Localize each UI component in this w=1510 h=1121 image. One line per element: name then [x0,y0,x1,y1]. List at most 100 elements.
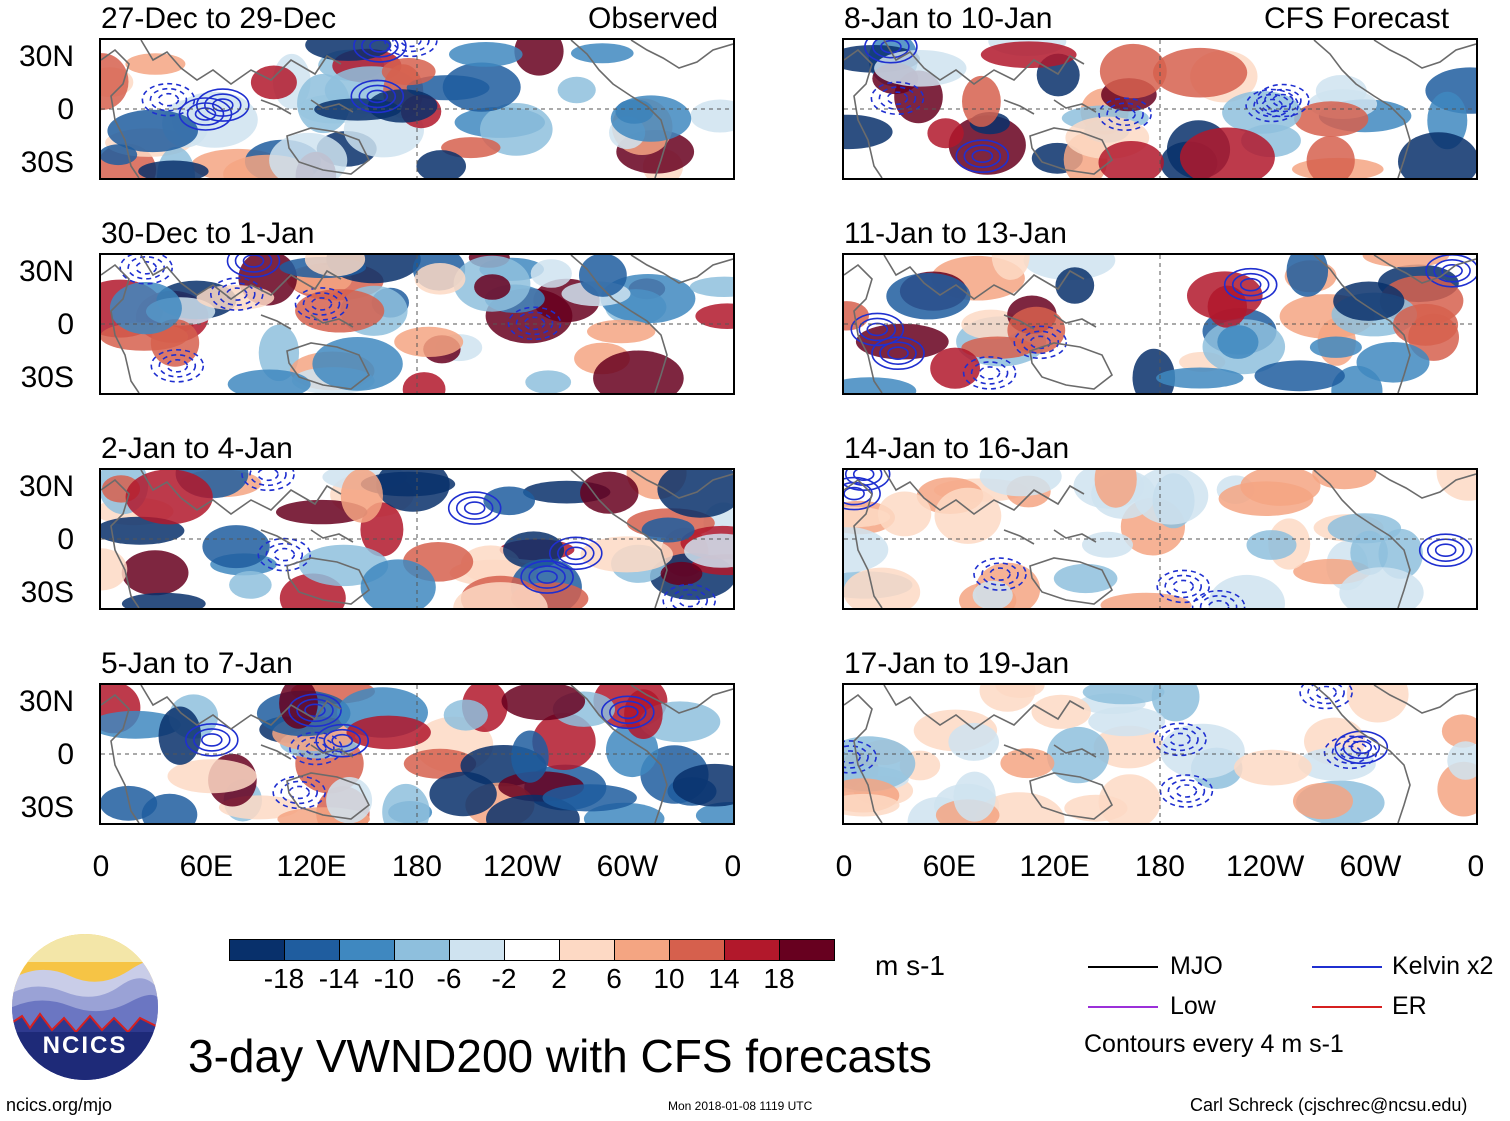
kelvin-contour [878,86,917,111]
wind-anomaly-blob [202,525,270,569]
panel-title-4: 5-Jan to 7-Jan [101,647,293,680]
wind-anomaly-blob [1082,685,1165,705]
kelvin-contour [369,40,391,53]
colorbar-label: -6 [436,963,462,994]
kelvin-contour [186,102,225,126]
y-axis-label: 30S [20,576,74,609]
wind-anomaly-blob [480,103,553,156]
author-credit: Carl Schreck (cjschrec@ncsu.edu) [1190,1095,1468,1115]
colorbar-swatch [669,939,725,961]
coastline [883,470,1085,515]
kelvin-contour [1307,685,1345,705]
wind-anomaly-blob [382,783,430,823]
y-axis-label: 0 [57,523,74,556]
kelvin-contour [289,731,343,766]
wind-anomaly-blob [1378,528,1423,579]
coastline [1029,772,1114,820]
site-link[interactable]: ncics.org/mjo [6,1095,113,1115]
wind-anomaly-blob [1053,563,1118,594]
y-axis-label: 30N [18,255,74,288]
wind-anomaly-blob [844,736,916,792]
wind-anomaly-blob [855,323,949,360]
kelvin-contour [157,92,180,107]
kelvin-contour [850,312,905,347]
kelvin-contour [887,346,909,360]
wind-anomaly-blob [641,517,695,543]
wind-anomaly-blob [1100,592,1192,608]
coastline [286,342,371,390]
colorbar-label: -14 [318,963,360,994]
colorbar-label: 14 [708,963,740,994]
wind-anomaly-blob [525,370,572,393]
coastline [260,314,292,330]
wind-anomaly-blob [1031,694,1091,729]
wind-anomaly-blob [167,759,257,794]
legend-low-line [1088,1006,1158,1008]
map-field-2 [101,255,733,393]
coastline [286,772,371,820]
wind-anomaly-blob [844,377,917,393]
wind-anomaly-blob [1207,285,1247,328]
kelvin-contour [1161,727,1199,752]
kelvin-contour [1253,93,1291,118]
kelvin-contour [844,486,865,501]
wind-anomaly-blob [1447,741,1476,780]
kelvin-contour [866,322,889,337]
wind-anomaly-blob [414,263,466,295]
x-axis-label: 60E [922,850,976,883]
wind-anomaly-blob [1286,255,1329,297]
wind-anomaly-blob [844,567,921,608]
kelvin-contour [844,476,881,511]
wind-anomaly-blob [340,470,383,523]
wind-anomaly-blob [511,730,549,783]
map-panel-observed-1 [99,38,735,180]
coastline [844,693,883,823]
wind-anomaly-blob [1217,325,1259,359]
x-axis-label: 180 [1134,850,1185,883]
wind-anomaly-blob [886,273,971,320]
wind-anomaly-blob [593,350,684,393]
map-field-4 [101,685,733,823]
wind-anomaly-blob [1333,281,1405,321]
kelvin-contour [400,40,422,48]
wind-anomaly-blob [403,748,477,779]
wind-anomaly-blob [1082,531,1133,558]
legend-kelvin-line [1312,966,1382,968]
wind-anomaly-blob [580,471,639,514]
wind-anomaly-blob [158,706,202,765]
wind-anomaly-blob [657,470,733,518]
coastline [310,99,354,113]
kelvin-contour [1315,685,1337,700]
coastline [630,470,733,499]
kelvin-contour [185,723,239,757]
wind-anomaly-blob [229,571,272,599]
kelvin-contour [149,87,188,112]
y-axis-label: 0 [57,93,74,126]
wind-anomaly-blob [844,527,889,573]
y-axis-label: 30N [18,40,74,73]
kelvin-contour [288,785,310,800]
colorbar-swatch [449,939,505,961]
kelvin-contour [234,255,273,273]
wind-anomaly-blob [443,699,488,731]
wind-anomaly-blob [1306,136,1355,178]
coastline [1373,40,1476,69]
wind-anomaly-blob [1222,91,1302,134]
wind-anomaly-blob [312,337,403,391]
kelvin-contour [226,287,248,301]
coastline [844,263,883,393]
kelvin-contour [864,40,918,64]
kelvin-contour [870,81,925,116]
wind-anomaly-blob [125,53,186,75]
wind-anomaly-blob [429,771,497,817]
kelvin-contour [1433,259,1471,283]
wind-anomaly-blob [927,118,964,149]
wind-anomaly-blob [1246,530,1297,560]
kelvin-contour [1299,685,1353,710]
wind-anomaly-blob [844,506,891,528]
x-axis-label: 60E [179,850,233,883]
coastline [1053,744,1097,758]
coastline [1313,470,1411,608]
kelvin-contour [616,705,639,720]
y-axis-label: 30S [20,361,74,394]
